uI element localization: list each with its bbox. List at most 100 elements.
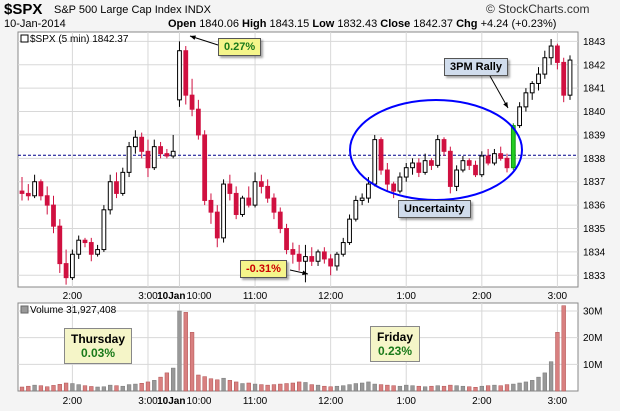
candle-body bbox=[359, 197, 365, 201]
thursday-box: Thursday 0.03% bbox=[64, 328, 133, 364]
volume-bar bbox=[441, 385, 447, 392]
candle-body bbox=[227, 183, 233, 194]
candle-body bbox=[366, 183, 371, 199]
volume-bar bbox=[555, 332, 560, 392]
price-tick-label: 1842 bbox=[583, 60, 606, 71]
candle-body bbox=[38, 181, 44, 197]
price-tick-label: 1835 bbox=[583, 224, 606, 235]
volume-bar bbox=[164, 372, 170, 392]
candle-body bbox=[265, 185, 271, 199]
low-percent-label: -0.31% bbox=[240, 260, 287, 278]
candle-body bbox=[353, 199, 359, 220]
volume-legend-swatch bbox=[20, 305, 29, 314]
volume-bar bbox=[422, 386, 428, 392]
volume-bar bbox=[404, 384, 409, 392]
candle-body bbox=[202, 134, 208, 201]
volume-x-tick-label: 2:00 bbox=[63, 396, 83, 407]
candle-body bbox=[296, 253, 302, 262]
candle-body bbox=[177, 50, 182, 101]
candle-body bbox=[145, 150, 151, 169]
price-tick-label: 1833 bbox=[583, 271, 606, 282]
volume-bar bbox=[265, 384, 270, 392]
volume-bar bbox=[246, 382, 251, 392]
price-legend: $SPX (5 min) 1842.37 bbox=[30, 34, 129, 45]
candle-body bbox=[347, 218, 352, 244]
open-value: 1840.06 bbox=[199, 18, 239, 30]
open-label: Open bbox=[168, 18, 197, 30]
price-x-tick-label: 10:00 bbox=[186, 291, 211, 302]
volume-bar bbox=[189, 332, 195, 392]
volume-bar bbox=[429, 385, 434, 392]
volume-bar bbox=[347, 384, 352, 392]
volume-bar bbox=[366, 381, 371, 392]
thursday-value: 0.03% bbox=[80, 346, 116, 360]
volume-bar bbox=[196, 374, 201, 392]
candle-body bbox=[397, 176, 403, 192]
candle-body bbox=[441, 139, 447, 152]
volume-bar bbox=[215, 379, 220, 392]
price-tick-label: 1841 bbox=[583, 84, 606, 95]
low-value: 1832.43 bbox=[337, 18, 378, 30]
candle-body bbox=[284, 228, 289, 251]
volume-bar bbox=[278, 383, 283, 392]
volume-bar bbox=[511, 383, 516, 392]
candle-body bbox=[303, 256, 308, 262]
candle-body bbox=[101, 209, 107, 251]
thursday-label: Thursday bbox=[71, 332, 126, 346]
volume-x-tick-label: 3:00 bbox=[138, 396, 158, 407]
volume-bar bbox=[353, 383, 358, 392]
candle-body bbox=[277, 211, 283, 230]
candle-body bbox=[240, 197, 245, 215]
candle-body bbox=[170, 150, 176, 157]
friday-label: Friday bbox=[377, 330, 414, 344]
candle-body bbox=[57, 225, 63, 265]
candle-body bbox=[139, 136, 145, 152]
price-x-tick-label: 12:00 bbox=[318, 291, 343, 302]
candle-body bbox=[555, 45, 560, 63]
candle-body bbox=[132, 136, 138, 148]
price-x-tick-label: 3:00 bbox=[548, 291, 568, 302]
volume-x-tick-label: 2:00 bbox=[472, 396, 492, 407]
candle-body bbox=[454, 169, 460, 187]
close-label: Close bbox=[380, 18, 411, 30]
candle-body bbox=[107, 181, 113, 211]
volume-x-tick-label: 11:00 bbox=[243, 396, 268, 407]
volume-bar bbox=[290, 382, 295, 392]
friday-box: Friday 0.23% bbox=[370, 326, 421, 362]
volume-bar bbox=[359, 382, 365, 392]
volume-legend: Volume 31,927,408 bbox=[30, 305, 117, 316]
candle-body bbox=[447, 150, 453, 187]
volume-bar bbox=[416, 385, 421, 392]
candle-body bbox=[233, 192, 239, 215]
volume-bar bbox=[95, 386, 100, 392]
volume-bar bbox=[252, 383, 258, 392]
volume-bar bbox=[536, 376, 541, 392]
candle-body bbox=[416, 162, 422, 173]
symbol-description: S&P 500 Large Cap Index INDX bbox=[54, 4, 211, 16]
candle-body bbox=[120, 171, 126, 194]
volume-bar bbox=[473, 387, 478, 392]
price-tick-label: 1838 bbox=[583, 154, 606, 165]
volume-bar bbox=[504, 384, 510, 392]
candle-body bbox=[82, 239, 88, 244]
candle-body bbox=[164, 153, 170, 157]
volume-bar bbox=[435, 385, 440, 392]
price-tick-label: 1837 bbox=[583, 177, 606, 188]
volume-bar bbox=[448, 384, 453, 392]
volume-bar bbox=[542, 372, 547, 392]
candle-body bbox=[195, 108, 201, 136]
volume-bar bbox=[328, 386, 333, 392]
volume-bar bbox=[152, 380, 157, 392]
candle-body bbox=[466, 160, 472, 166]
high-percent-label: 0.27% bbox=[218, 38, 262, 56]
candle-body bbox=[309, 256, 315, 262]
price-legend-swatch bbox=[20, 34, 29, 43]
volume-bar bbox=[517, 382, 522, 392]
volume-bar bbox=[139, 383, 144, 392]
volume-bar bbox=[297, 381, 302, 392]
high-arrow-head bbox=[190, 35, 196, 40]
candle-body bbox=[403, 167, 409, 178]
candle-body bbox=[51, 204, 56, 227]
volume-bar bbox=[341, 385, 346, 392]
candle-body bbox=[221, 183, 226, 239]
